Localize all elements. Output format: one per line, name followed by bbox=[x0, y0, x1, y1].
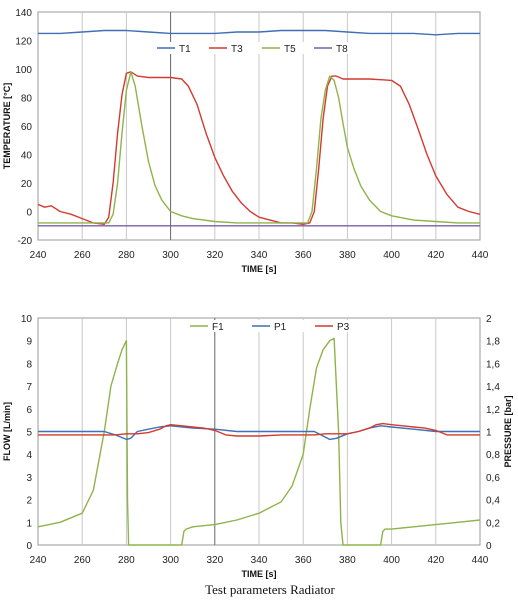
series-line-p1 bbox=[38, 425, 480, 441]
y-axis-title: FLOW [L/min] bbox=[2, 402, 12, 461]
series-line-t3 bbox=[37, 71, 481, 226]
y2-tick-label: 0 bbox=[486, 541, 492, 552]
figure-caption: Test parameters Radiator bbox=[205, 582, 335, 597]
y2-tick-label: 2 bbox=[486, 314, 492, 325]
y-tick-label: 40 bbox=[21, 151, 33, 162]
legend-label-t3: T3 bbox=[231, 44, 243, 55]
legend-label-t8: T8 bbox=[336, 44, 348, 55]
y-tick-label: 1 bbox=[26, 518, 32, 529]
legend-label-f1: F1 bbox=[212, 322, 224, 333]
x-tick-label: 280 bbox=[118, 555, 135, 566]
y-tick-label: -20 bbox=[18, 236, 33, 247]
y2-tick-label: 0,8 bbox=[486, 450, 500, 461]
y2-axis-title: PRESSURE [bar] bbox=[503, 395, 513, 467]
y-tick-label: 10 bbox=[21, 314, 33, 325]
y2-tick-label: 1,4 bbox=[486, 382, 500, 393]
x-tick-label: 300 bbox=[162, 250, 179, 261]
y2-tick-label: 1,2 bbox=[486, 405, 500, 416]
x-axis-title: TIME [s] bbox=[242, 264, 277, 274]
x-tick-label: 380 bbox=[339, 250, 356, 261]
x-tick-label: 320 bbox=[206, 250, 223, 261]
x-tick-label: 380 bbox=[339, 555, 356, 566]
y-tick-label: 8 bbox=[26, 359, 32, 370]
y-tick-label: 7 bbox=[26, 382, 32, 393]
series-line-t1 bbox=[38, 29, 480, 36]
y2-tick-label: 1 bbox=[486, 428, 492, 439]
y-tick-label: 140 bbox=[15, 8, 32, 19]
x-tick-label: 280 bbox=[118, 250, 135, 261]
x-tick-label: 440 bbox=[472, 250, 489, 261]
y-tick-label: 100 bbox=[15, 65, 32, 76]
y-tick-label: 9 bbox=[26, 337, 32, 348]
x-tick-label: 240 bbox=[30, 250, 47, 261]
x-tick-label: 360 bbox=[295, 555, 312, 566]
y-tick-label: 20 bbox=[21, 179, 33, 190]
x-tick-label: 420 bbox=[427, 555, 444, 566]
x-axis-title: TIME [s] bbox=[242, 569, 277, 579]
y-tick-label: 0 bbox=[26, 208, 32, 219]
series-line-t5 bbox=[38, 71, 480, 224]
x-tick-label: 440 bbox=[472, 555, 489, 566]
legend-box bbox=[145, 42, 365, 54]
x-tick-label: 360 bbox=[295, 250, 312, 261]
chart-1: 240 260 280 300 320 340 360 380 400 420 440 -20 0 20 4… bbox=[2, 8, 489, 274]
chart-2: 240 260 280 300 320 340 360 380 400 420 4400123456… bbox=[2, 314, 513, 579]
legend-label-t1: T1 bbox=[179, 44, 191, 55]
series-line-p3 bbox=[38, 422, 480, 437]
x-tick-label: 260 bbox=[74, 555, 91, 566]
y2-tick-label: 0,6 bbox=[486, 473, 500, 484]
x-tick-label: 400 bbox=[383, 250, 400, 261]
x-tick-label: 340 bbox=[251, 250, 268, 261]
x-tick-label: 260 bbox=[74, 250, 91, 261]
y2-tick-label: 1,8 bbox=[486, 337, 500, 348]
y-tick-label: 0 bbox=[26, 541, 32, 552]
y2-tick-label: 1,6 bbox=[486, 359, 500, 370]
y-tick-label: 5 bbox=[26, 428, 32, 439]
x-tick-label: 300 bbox=[162, 555, 179, 566]
legend-label-t5: T5 bbox=[284, 44, 296, 55]
y-tick-label: 120 bbox=[15, 37, 32, 48]
legend-label-p1: P1 bbox=[274, 322, 287, 333]
x-tick-label: 240 bbox=[30, 555, 47, 566]
y-tick-label: 3 bbox=[26, 473, 32, 484]
legend-label-p3: P3 bbox=[337, 322, 350, 333]
y-axis-title: TEMPERATURE [°C] bbox=[2, 83, 12, 169]
series-line-f1 bbox=[37, 337, 481, 546]
y2-tick-label: 0,4 bbox=[486, 496, 500, 507]
legend-box bbox=[178, 320, 374, 332]
x-tick-label: 320 bbox=[206, 555, 223, 566]
y-tick-label: 6 bbox=[26, 405, 32, 416]
x-tick-label: 340 bbox=[251, 555, 268, 566]
y-tick-label: 60 bbox=[21, 122, 33, 133]
y-tick-label: 80 bbox=[21, 94, 33, 105]
x-tick-label: 400 bbox=[383, 555, 400, 566]
x-tick-label: 420 bbox=[427, 250, 444, 261]
y-tick-label: 4 bbox=[26, 450, 32, 461]
y-tick-label: 2 bbox=[26, 496, 32, 507]
y2-tick-label: 0,2 bbox=[486, 518, 500, 529]
